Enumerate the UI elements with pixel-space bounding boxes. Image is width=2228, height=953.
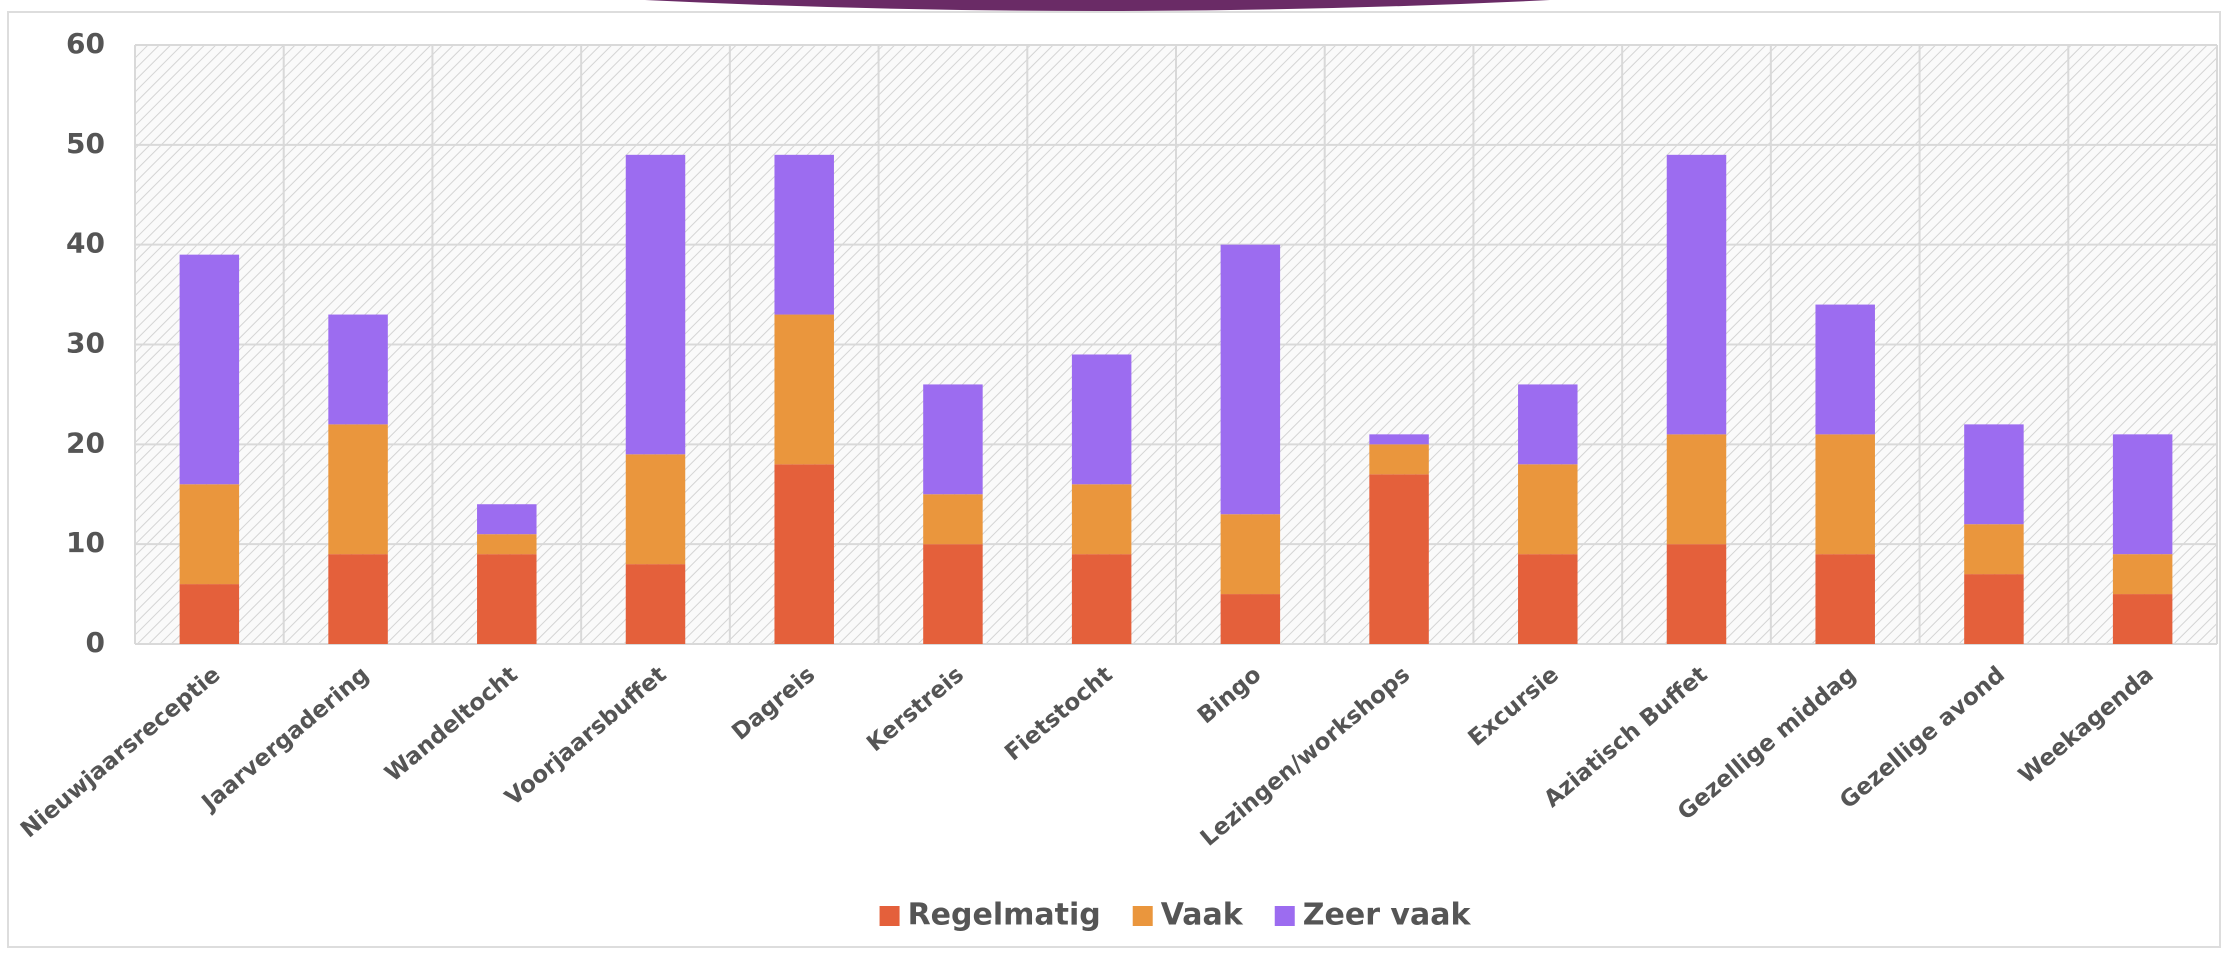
x-tick-label: Bingo <box>1193 662 1266 730</box>
bar-segment <box>774 314 834 465</box>
legend-swatch <box>1132 906 1153 926</box>
y-tick-label: 30 <box>66 327 105 360</box>
bar-segment <box>774 154 834 315</box>
x-tick-label: Jaarvergadering <box>196 662 374 818</box>
bar-segment <box>1071 554 1132 644</box>
x-tick-label: Fietstocht <box>1000 662 1118 767</box>
x-tick-label: Excursie <box>1464 662 1564 752</box>
legend-label: Zeer vaak <box>1303 898 1472 933</box>
bar-segment <box>328 554 388 644</box>
bar-segment <box>625 154 686 455</box>
x-tick-label: Wandeltocht <box>380 662 522 787</box>
bar-segment <box>1518 554 1578 644</box>
bar-segment <box>2112 554 2173 595</box>
bar-segment <box>1369 434 1429 445</box>
bar-segment <box>1220 244 1281 515</box>
bar-segment <box>2112 434 2173 555</box>
bar-segment <box>1518 384 1578 465</box>
bar-segment <box>328 424 388 555</box>
bar-segment <box>1518 464 1578 555</box>
bar-segment <box>1815 434 1875 555</box>
y-tick-label: 10 <box>66 526 105 559</box>
y-tick-label: 50 <box>66 127 105 160</box>
bar-segment <box>923 544 983 644</box>
bar-segment <box>477 554 537 644</box>
bar-segment <box>923 494 983 545</box>
header-arc <box>645 0 1550 11</box>
bar-segment <box>625 454 686 565</box>
bar-segment <box>1369 444 1429 475</box>
chart-frame <box>7 11 2221 948</box>
x-tick-label: Kerstreis <box>862 662 969 757</box>
bar-segment <box>477 534 537 555</box>
bar-segment <box>477 504 537 535</box>
y-tick-label: 0 <box>86 626 105 659</box>
bar-segment <box>179 584 240 644</box>
bar-segment <box>923 384 983 495</box>
legend-swatch <box>879 906 900 926</box>
bar-segment <box>625 564 686 644</box>
y-tick-label: 60 <box>66 27 105 60</box>
bar-segment <box>179 254 240 485</box>
x-tick-label: Gezellige avond <box>1835 662 2010 815</box>
x-tick-label: Weekagenda <box>2014 662 2159 789</box>
x-tick-label: Dagreis <box>727 662 820 746</box>
bar-segment <box>1815 304 1875 435</box>
legend-label: Regelmatig <box>908 898 1101 933</box>
x-tick-label: Nieuwjaarsreceptie <box>16 662 225 844</box>
bar-segment <box>2112 594 2173 644</box>
bar-segment <box>1071 354 1132 485</box>
bar-segment <box>1666 154 1727 435</box>
bar-segment <box>179 484 240 585</box>
bar-segment <box>1964 424 2024 525</box>
bar-segment <box>1964 524 2024 575</box>
y-tick-label: 40 <box>66 227 105 260</box>
legend-swatch <box>1274 906 1295 926</box>
bar-segment <box>1369 474 1429 644</box>
bar-segment <box>1666 434 1727 545</box>
bar-segment <box>1666 544 1727 644</box>
x-tick-label: Aziatisch Buffet <box>1539 662 1712 813</box>
bar-segment <box>1071 484 1132 555</box>
bar-segment <box>1964 574 2024 644</box>
bar-segment <box>328 314 388 425</box>
x-tick-label: Voorjaarsbuffet <box>500 662 671 811</box>
bar-segment <box>774 464 834 644</box>
y-tick-label: 20 <box>66 426 105 459</box>
bar-segment <box>1220 594 1281 644</box>
bar-segment <box>1220 514 1281 595</box>
legend-label: Vaak <box>1161 898 1244 933</box>
bar-segment <box>1815 554 1875 644</box>
